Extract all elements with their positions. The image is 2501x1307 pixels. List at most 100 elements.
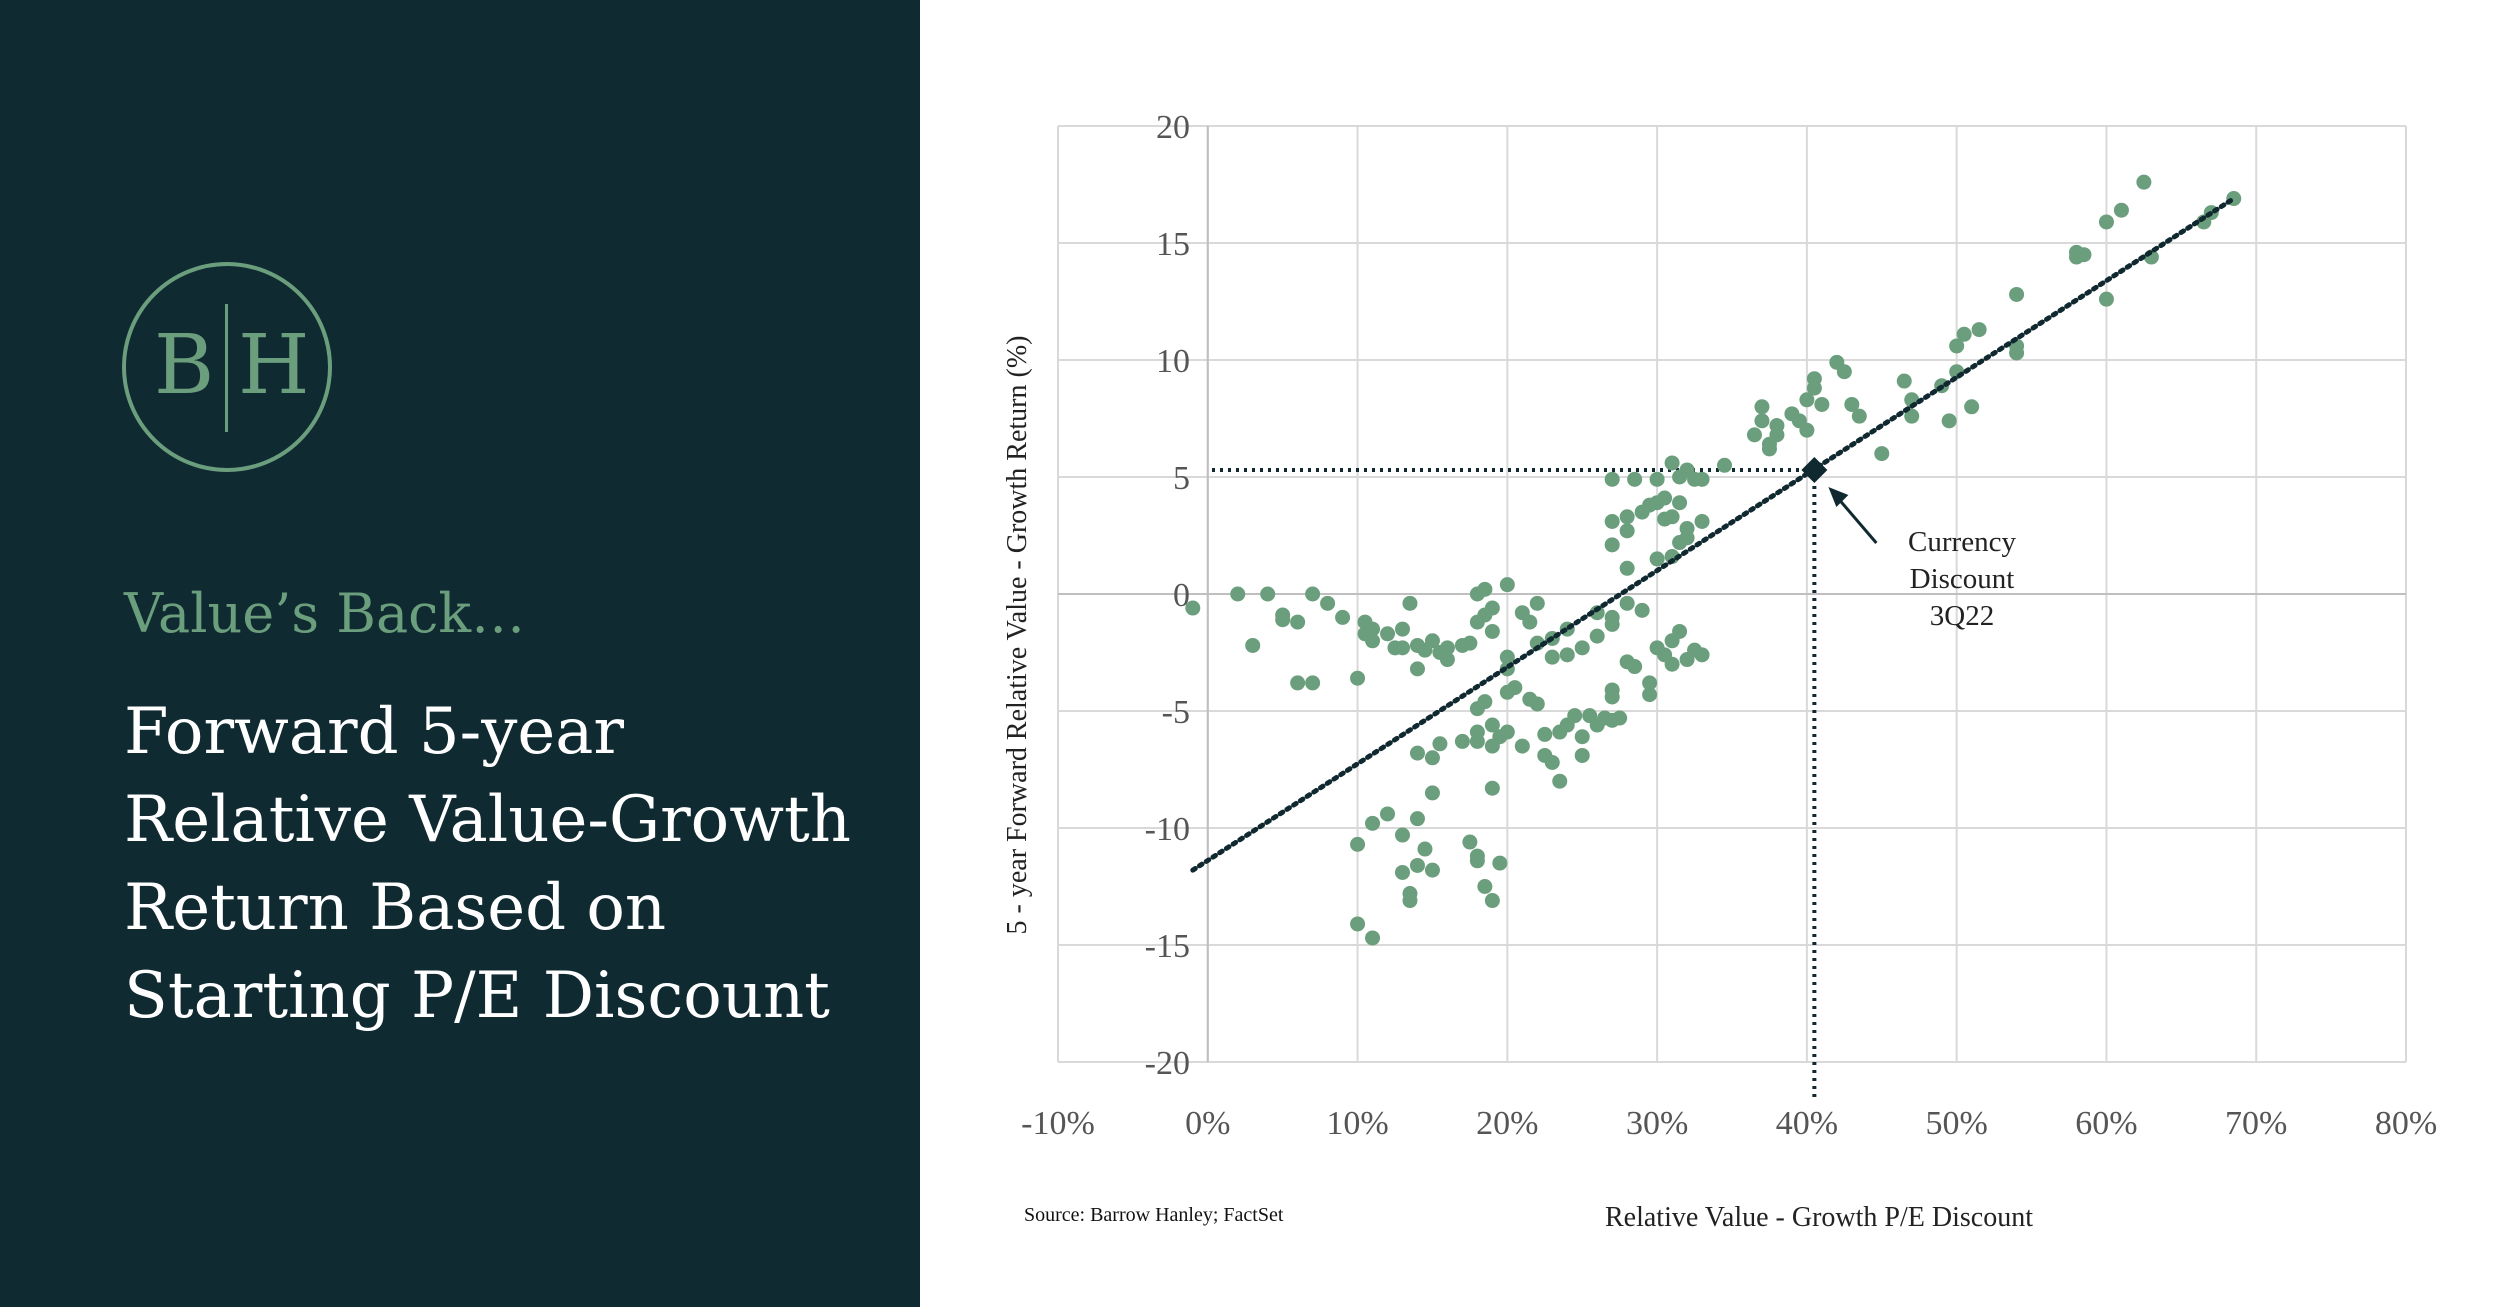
data-point bbox=[1335, 609, 1351, 625]
x-axis-title: Relative Value - Growth P/E Discount bbox=[1605, 1202, 2033, 1233]
data-point bbox=[1499, 724, 1515, 740]
data-point bbox=[1694, 513, 1710, 529]
data-point bbox=[1402, 893, 1418, 909]
data-point bbox=[1799, 392, 1815, 408]
data-point bbox=[1350, 916, 1366, 932]
data-point bbox=[1365, 633, 1381, 649]
data-point bbox=[2098, 291, 2114, 307]
data-point bbox=[1806, 371, 1822, 387]
data-point bbox=[1956, 326, 1972, 342]
data-point bbox=[1664, 549, 1680, 565]
data-points bbox=[1185, 174, 2242, 946]
data-point bbox=[1836, 364, 1852, 380]
data-point bbox=[1619, 560, 1635, 576]
data-point bbox=[1604, 609, 1620, 625]
data-point bbox=[1769, 418, 1785, 434]
data-point bbox=[1851, 408, 1867, 424]
highlight-label: Currency bbox=[1908, 526, 2016, 558]
y-tick-label: -20 bbox=[1145, 1045, 1190, 1082]
logo-divider bbox=[225, 304, 228, 432]
data-point bbox=[1507, 680, 1523, 696]
data-point bbox=[1402, 595, 1418, 611]
data-point bbox=[1484, 717, 1500, 733]
highlight-diamond bbox=[1801, 456, 1828, 483]
data-point bbox=[1664, 509, 1680, 525]
data-point bbox=[1619, 523, 1635, 539]
data-point bbox=[1604, 471, 1620, 487]
data-point bbox=[1305, 675, 1321, 691]
data-point bbox=[1552, 773, 1568, 789]
annotation-arrow-head bbox=[1828, 486, 1849, 507]
data-point bbox=[1754, 399, 1770, 415]
data-point bbox=[1484, 600, 1500, 616]
data-point bbox=[1484, 780, 1500, 796]
data-point bbox=[1694, 471, 1710, 487]
data-point bbox=[1499, 577, 1515, 593]
y-tick-label: 20 bbox=[1156, 109, 1190, 146]
data-point bbox=[1454, 733, 1470, 749]
data-point bbox=[1394, 621, 1410, 637]
data-point bbox=[1409, 857, 1425, 873]
trendline bbox=[1190, 196, 2237, 873]
data-point bbox=[1185, 600, 1201, 616]
data-point bbox=[1604, 513, 1620, 529]
data-point bbox=[1462, 635, 1478, 651]
data-point bbox=[1245, 637, 1261, 653]
data-point bbox=[1649, 471, 1665, 487]
data-point bbox=[1627, 659, 1643, 675]
data-point bbox=[1350, 670, 1366, 686]
data-point bbox=[2009, 286, 2025, 302]
data-point bbox=[1799, 422, 1815, 438]
data-point bbox=[1537, 726, 1553, 742]
data-point bbox=[1409, 661, 1425, 677]
data-point bbox=[1432, 736, 1448, 752]
data-point bbox=[1409, 811, 1425, 827]
data-point bbox=[2098, 214, 2114, 230]
data-point bbox=[1672, 495, 1688, 511]
data-point bbox=[1694, 647, 1710, 663]
data-point bbox=[1365, 930, 1381, 946]
data-point bbox=[1544, 649, 1560, 665]
data-point bbox=[1365, 815, 1381, 831]
y-axis-title: 5 - year Forward Relative Value - Growth… bbox=[1002, 336, 1033, 935]
x-tick-label: 20% bbox=[1476, 1105, 1538, 1142]
data-point bbox=[1574, 729, 1590, 745]
data-point bbox=[1394, 864, 1410, 880]
x-tick-label: 50% bbox=[1926, 1105, 1988, 1142]
data-point bbox=[1394, 640, 1410, 656]
data-point bbox=[1275, 607, 1291, 623]
y-tick-label: 10 bbox=[1156, 343, 1190, 380]
highlight-marker: Currency Discount 3Q22 bbox=[1801, 456, 2016, 632]
data-point bbox=[1477, 694, 1493, 710]
data-point bbox=[1290, 614, 1306, 630]
y-tick-label: -15 bbox=[1145, 928, 1190, 965]
data-point bbox=[1814, 396, 1830, 412]
data-point bbox=[2113, 202, 2129, 218]
x-tick-label: -10% bbox=[1021, 1105, 1095, 1142]
logo-letter-b: B bbox=[154, 318, 215, 413]
data-point bbox=[1642, 675, 1658, 691]
source-note: Source: Barrow Hanley; FactSet bbox=[1024, 1204, 1284, 1226]
data-point bbox=[1350, 836, 1366, 852]
title-panel: B H Value’s Back… Forward 5-year Relativ… bbox=[0, 0, 920, 1307]
data-point bbox=[1380, 626, 1396, 642]
data-point bbox=[1664, 656, 1680, 672]
data-point bbox=[1971, 322, 1987, 338]
data-point bbox=[1544, 754, 1560, 770]
data-point bbox=[1365, 621, 1381, 637]
highlight-guides bbox=[1212, 467, 1817, 1097]
slide-kicker: Value’s Back… bbox=[124, 582, 526, 645]
highlight-label: 3Q22 bbox=[1930, 600, 1994, 632]
data-point bbox=[1679, 530, 1695, 546]
data-point bbox=[2076, 247, 2092, 263]
x-tick-label: 70% bbox=[2225, 1105, 2287, 1142]
data-point bbox=[1514, 738, 1530, 754]
data-point bbox=[1439, 652, 1455, 668]
data-point bbox=[1904, 408, 1920, 424]
data-point bbox=[1574, 747, 1590, 763]
data-point bbox=[1439, 640, 1455, 656]
data-point bbox=[1230, 586, 1246, 602]
tick-labels: -10% 0% 10% 20% 30% 40% 50% 60% 70% 80% 20 15 10 5 0 -5… bbox=[1021, 109, 2437, 1142]
data-point bbox=[1612, 710, 1628, 726]
